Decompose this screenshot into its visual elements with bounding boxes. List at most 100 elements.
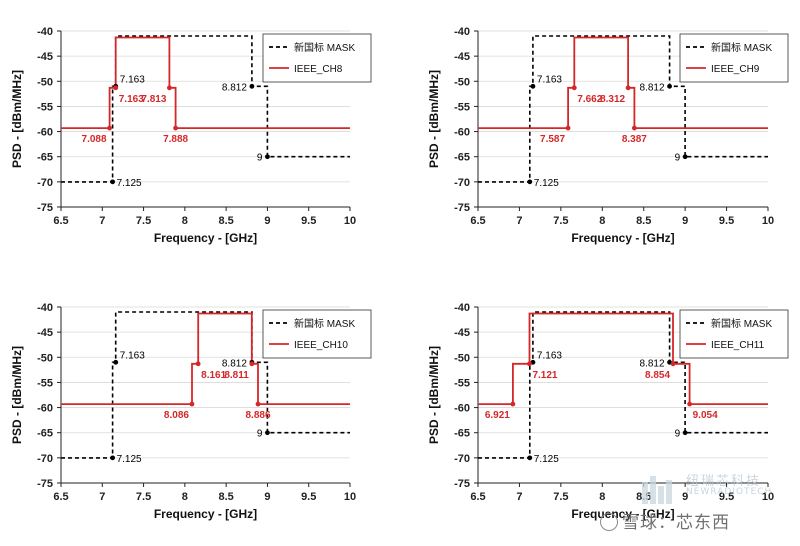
legend-label: IEEE_CH8	[294, 64, 343, 75]
legend-label: IEEE_CH9	[711, 64, 760, 75]
y-tick-label: -40	[454, 26, 470, 38]
y-tick-label: -45	[37, 51, 53, 63]
ieee-series-line	[61, 36, 350, 130]
corner-marker	[565, 125, 571, 131]
annotation-label: 7.587	[540, 134, 565, 145]
annotation-label: 9	[257, 153, 263, 164]
annotation-label: 7.163	[119, 94, 144, 105]
annotation-label: 9	[675, 153, 681, 164]
annotation-label: 8.811	[224, 370, 249, 381]
x-tick-label: 9.5	[301, 491, 316, 503]
legend-label: 新国标 MASK	[294, 41, 355, 54]
y-tick-label: -55	[37, 101, 53, 113]
corner-marker	[682, 154, 688, 160]
y-tick-label: -75	[454, 202, 470, 214]
legend-box	[262, 33, 372, 83]
legend-box	[679, 309, 789, 359]
annotation-label: 7.125	[534, 454, 559, 465]
x-tick-label: 8	[182, 215, 188, 227]
y-tick-label: -55	[37, 377, 53, 389]
y-tick-label: -50	[37, 352, 53, 364]
corner-marker	[113, 359, 119, 365]
annotation-label: 8.161	[201, 370, 226, 381]
annotation-label: 8.086	[164, 410, 189, 421]
y-tick-label: -45	[454, 327, 470, 339]
x-tick-label: 10	[762, 215, 774, 227]
legend-label: IEEE_CH10	[294, 340, 348, 351]
corner-marker	[571, 85, 577, 91]
annotation-label: 7.163	[120, 350, 145, 361]
chart-panel-ch11: -40-45-50-55-60-65-70-756.577.588.599.51…	[427, 302, 789, 521]
corner-marker	[527, 179, 533, 185]
corner-marker	[173, 125, 179, 131]
y-tick-label: -65	[37, 152, 53, 164]
annotation-label: 8.387	[622, 134, 647, 145]
x-tick-label: 9.5	[301, 215, 316, 227]
y-tick-label: -75	[37, 478, 53, 490]
annotation-label: 7.813	[141, 94, 166, 105]
annotation-label: 7.662	[577, 94, 602, 105]
x-tick-label: 8	[599, 215, 605, 227]
corner-marker	[625, 85, 631, 91]
corner-marker	[527, 455, 533, 461]
y-tick-label: -40	[37, 26, 53, 38]
corner-marker	[167, 85, 172, 91]
y-tick-label: -70	[37, 177, 53, 189]
corner-marker	[249, 361, 255, 367]
y-axis-title: PSD - [dBm/MHz]	[427, 70, 441, 168]
chart-panel-ch9: -40 -45 -50 -55 -60 -65 -70 -756.5 7 7.5 8 8.5 9 9.5 1…	[427, 26, 789, 245]
corner-marker	[195, 361, 201, 367]
x-tick-label: 8.5	[218, 491, 233, 503]
legend-label: 新国标 MASK	[711, 41, 772, 54]
x-tick-label: 9	[264, 491, 270, 503]
legend-label: 新国标 MASK	[711, 317, 772, 330]
y-tick-label: -50	[454, 76, 470, 88]
y-tick-label: -55	[454, 377, 470, 389]
corner-marker	[107, 125, 112, 131]
corner-marker	[189, 401, 195, 407]
annotation-label: 8.886	[245, 410, 270, 421]
y-tick-label: -65	[454, 152, 470, 164]
legend-label: IEEE_CH11	[711, 340, 765, 351]
corner-marker	[113, 85, 119, 91]
annotation-label: 8.812	[640, 358, 665, 369]
x-tick-label: 8.5	[218, 215, 233, 227]
y-tick-label: -70	[37, 453, 53, 465]
corner-marker	[265, 430, 270, 436]
x-tick-label: 9	[682, 491, 688, 503]
y-tick-label: -60	[454, 127, 470, 139]
corner-marker	[510, 401, 516, 407]
annotation-label: 8.854	[645, 370, 670, 381]
mask-series-line	[61, 311, 350, 459]
x-axis-title: Frequency - [GHz]	[154, 231, 257, 245]
brand-name-en: NEWRADIOTECH	[686, 487, 773, 497]
x-tick-label: 7	[99, 491, 105, 503]
corner-marker	[687, 401, 693, 407]
y-tick-label: -75	[37, 202, 53, 214]
y-tick-label: -40	[454, 302, 470, 314]
social-watermark: 雪球：芯东西	[600, 508, 730, 533]
x-tick-label: 6.5	[53, 491, 68, 503]
mask-series-line	[478, 311, 768, 459]
annotation-label: 7.163	[120, 74, 145, 85]
y-tick-label: -60	[454, 403, 470, 415]
corner-marker	[255, 401, 261, 407]
x-tick-label: 7	[99, 215, 105, 227]
annotation-label: 7.163	[537, 350, 562, 361]
y-axis-title: PSD - [dBm/MHz]	[10, 346, 24, 444]
corner-marker	[670, 361, 676, 367]
annotation-label: 7.125	[534, 178, 559, 189]
annotation-label: 8.812	[222, 358, 247, 369]
y-tick-label: -75	[454, 478, 470, 490]
x-tick-label: 6.5	[470, 215, 485, 227]
corner-marker	[530, 83, 536, 89]
annotation-label: 9	[675, 429, 681, 440]
mask-series-line	[478, 35, 768, 183]
corner-marker	[265, 154, 270, 160]
annotation-label: 6.921	[485, 410, 510, 421]
y-tick-label: -55	[454, 101, 470, 113]
x-tick-label: 10	[762, 491, 774, 503]
corner-marker	[682, 430, 688, 436]
x-axis-title: Frequency - [GHz]	[571, 507, 674, 521]
